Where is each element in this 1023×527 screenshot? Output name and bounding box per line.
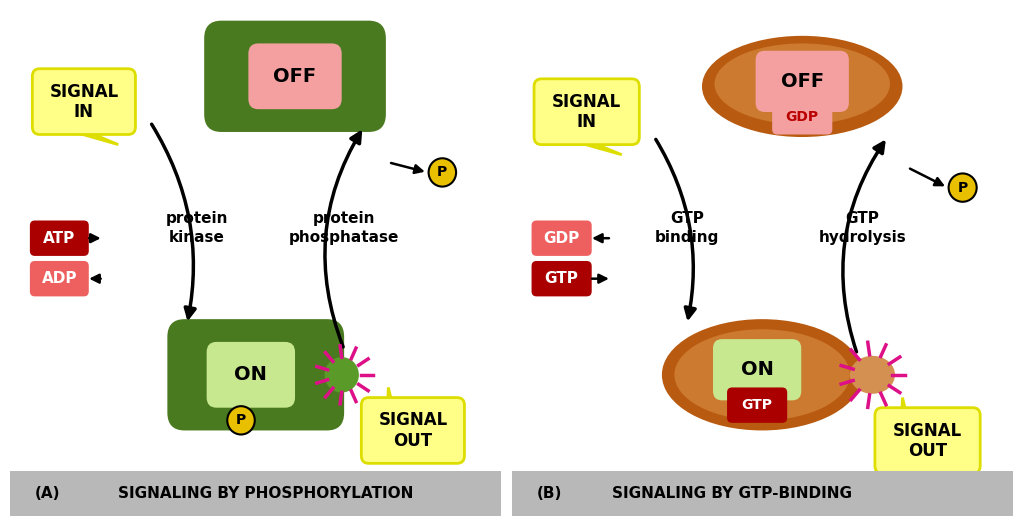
Text: SIGNAL
IN: SIGNAL IN [49,83,119,121]
FancyBboxPatch shape [532,220,591,256]
FancyBboxPatch shape [168,319,344,431]
FancyBboxPatch shape [30,261,89,296]
FancyBboxPatch shape [249,43,342,109]
Text: P: P [437,165,447,179]
Text: OFF: OFF [781,72,824,91]
Text: OFF: OFF [273,67,316,86]
Text: P: P [236,413,247,427]
FancyBboxPatch shape [713,339,801,401]
FancyBboxPatch shape [207,342,295,408]
Text: GDP: GDP [543,231,580,246]
FancyBboxPatch shape [30,220,89,256]
FancyBboxPatch shape [512,471,1013,516]
FancyBboxPatch shape [532,261,591,296]
FancyBboxPatch shape [35,72,133,132]
Ellipse shape [662,319,862,431]
Text: (B): (B) [536,486,562,501]
Text: SIGNALING BY PHOSPHORYLATION: SIGNALING BY PHOSPHORYLATION [119,486,413,501]
Text: SIGNAL
IN: SIGNAL IN [552,93,621,131]
Text: ON: ON [234,365,267,384]
Text: ATP: ATP [43,231,76,246]
Text: P: P [958,181,968,194]
Polygon shape [56,127,119,144]
FancyBboxPatch shape [756,51,849,112]
Text: protein
phosphatase: protein phosphatase [288,211,399,245]
Polygon shape [559,137,622,155]
FancyBboxPatch shape [878,411,977,471]
Text: ON: ON [741,360,773,379]
Polygon shape [386,387,405,456]
Text: protein
kinase: protein kinase [166,211,228,245]
Ellipse shape [324,357,359,393]
Text: ADP: ADP [42,271,77,286]
Text: GDP: GDP [786,110,818,124]
Text: GTP: GTP [544,271,579,286]
FancyBboxPatch shape [33,69,135,134]
FancyBboxPatch shape [772,99,833,134]
FancyBboxPatch shape [727,387,788,423]
Text: SIGNAL
OUT: SIGNAL OUT [379,412,447,450]
FancyBboxPatch shape [537,82,636,142]
Polygon shape [899,397,920,466]
Circle shape [227,406,255,434]
Text: SIGNAL
OUT: SIGNAL OUT [893,422,963,460]
Ellipse shape [674,329,850,421]
Text: GTP
hydrolysis: GTP hydrolysis [818,211,906,245]
FancyBboxPatch shape [534,79,639,144]
FancyBboxPatch shape [10,471,501,516]
Circle shape [948,173,977,202]
Ellipse shape [714,43,890,124]
Text: (A): (A) [35,486,60,501]
Text: SIGNALING BY GTP-BINDING: SIGNALING BY GTP-BINDING [612,486,852,501]
Ellipse shape [850,356,895,394]
Text: GTP: GTP [742,398,772,412]
Ellipse shape [702,36,902,137]
FancyBboxPatch shape [205,21,386,132]
Circle shape [429,158,456,187]
FancyBboxPatch shape [364,401,461,461]
Text: GTP
binding: GTP binding [655,211,719,245]
FancyBboxPatch shape [361,397,464,463]
FancyBboxPatch shape [875,408,980,473]
